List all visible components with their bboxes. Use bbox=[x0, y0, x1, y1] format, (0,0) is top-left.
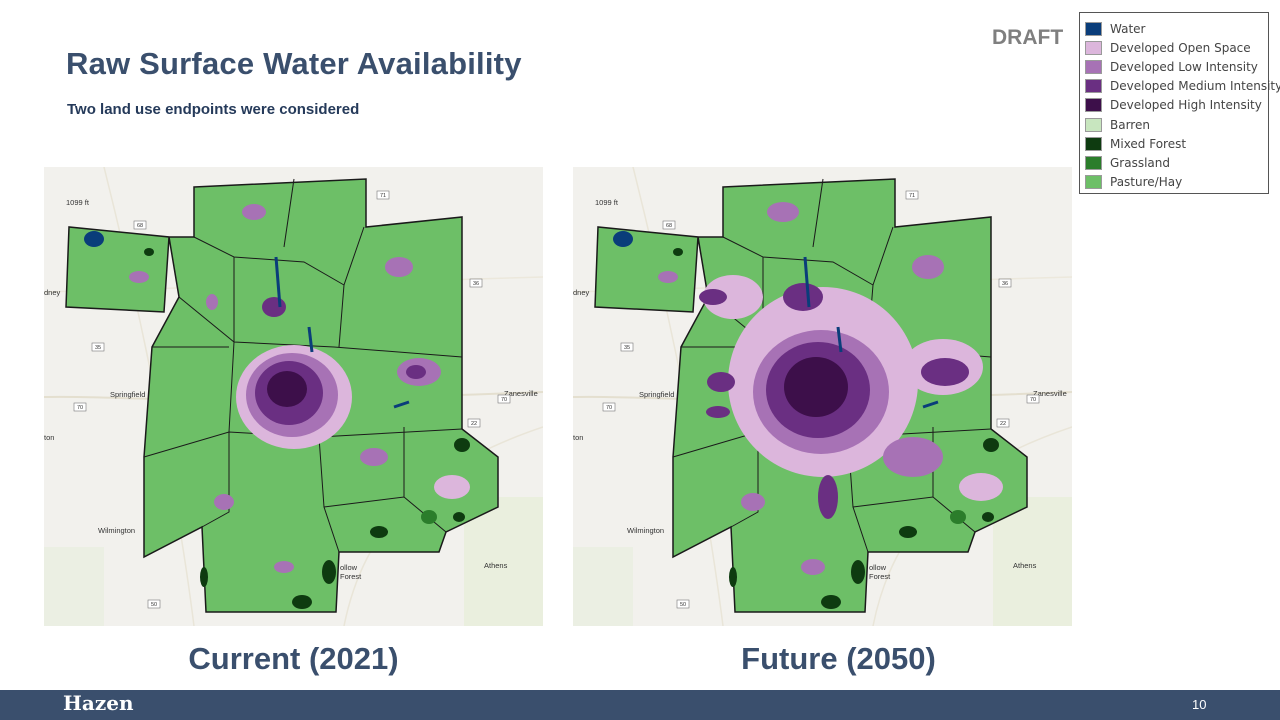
route-shield: 36 bbox=[469, 278, 483, 288]
legend-item: Developed Low Intensity bbox=[1085, 57, 1268, 76]
map-label-elevation: 1099 ft bbox=[595, 198, 619, 207]
svg-text:68: 68 bbox=[137, 223, 143, 229]
svg-text:70: 70 bbox=[77, 405, 83, 411]
svg-text:68: 68 bbox=[666, 223, 672, 229]
map-label-springfield: Springfield bbox=[639, 390, 674, 399]
legend-item: Barren bbox=[1085, 115, 1268, 134]
legend-item: Water bbox=[1085, 19, 1268, 38]
svg-text:71: 71 bbox=[909, 193, 915, 199]
map-label-hollow: ollow bbox=[869, 563, 887, 572]
map-label-dayton: ton bbox=[573, 433, 583, 442]
route-shield: 36 bbox=[998, 278, 1012, 288]
map-label-dayton: ton bbox=[44, 433, 54, 442]
legend-label: Developed High Intensity bbox=[1110, 98, 1262, 113]
svg-text:50: 50 bbox=[151, 602, 157, 608]
legend-item: Pasture/Hay bbox=[1085, 173, 1268, 192]
route-shield: 71 bbox=[376, 190, 390, 200]
future-land-use-map: 1099 ft dney Springfield ton Wilmington … bbox=[573, 167, 1072, 626]
map-label-sidney: dney bbox=[44, 288, 61, 297]
legend-swatch bbox=[1085, 175, 1102, 190]
legend-swatch bbox=[1085, 98, 1102, 113]
map-label-forest: Forest bbox=[340, 572, 362, 581]
legend-item: Developed Open Space bbox=[1085, 38, 1268, 57]
map-label-elevation: 1099 ft bbox=[66, 198, 90, 207]
svg-text:35: 35 bbox=[95, 345, 101, 351]
route-shield: 35 bbox=[620, 342, 634, 352]
map-label-zanesville: Zanesville bbox=[1033, 389, 1067, 398]
footer-bar: Hazen 10 bbox=[0, 690, 1280, 720]
legend-swatch bbox=[1085, 155, 1102, 170]
svg-text:70: 70 bbox=[606, 405, 612, 411]
svg-text:22: 22 bbox=[471, 421, 477, 427]
map-label-hollow: ollow bbox=[340, 563, 358, 572]
svg-text:70: 70 bbox=[1030, 397, 1036, 403]
current-map-caption: Current (2021) bbox=[188, 641, 399, 676]
hazen-logo: Hazen bbox=[63, 691, 134, 715]
legend-item: Developed High Intensity bbox=[1085, 96, 1268, 115]
legend-item: Mixed Forest bbox=[1085, 134, 1268, 153]
map-label-springfield: Springfield bbox=[110, 390, 145, 399]
route-shield: 50 bbox=[147, 599, 161, 609]
map-label-wilmington: Wilmington bbox=[98, 526, 135, 535]
svg-text:50: 50 bbox=[680, 602, 686, 608]
map-label-athens: Athens bbox=[1013, 561, 1037, 570]
legend-label: Pasture/Hay bbox=[1110, 175, 1183, 190]
legend-label: Mixed Forest bbox=[1110, 136, 1187, 151]
svg-text:35: 35 bbox=[624, 345, 630, 351]
map-label-forest: Forest bbox=[869, 572, 891, 581]
route-shield: 50 bbox=[676, 599, 690, 609]
route-shield: 70 bbox=[73, 402, 87, 412]
legend-label: Developed Medium Intensity bbox=[1110, 79, 1280, 94]
route-shield: 22 bbox=[996, 418, 1010, 428]
route-shield: 70 bbox=[1026, 394, 1040, 404]
slide-title: Raw Surface Water Availability bbox=[66, 46, 522, 81]
legend-label: Developed Open Space bbox=[1110, 40, 1251, 55]
route-shield: 71 bbox=[905, 190, 919, 200]
land-use-legend: Water Developed Open Space Developed Low I… bbox=[1079, 12, 1280, 194]
map-label-sidney: dney bbox=[573, 288, 590, 297]
legend-label: Water bbox=[1110, 21, 1146, 36]
svg-text:71: 71 bbox=[380, 193, 386, 199]
route-shield: 70 bbox=[602, 402, 616, 412]
future-map-caption: Future (2050) bbox=[741, 641, 936, 676]
map-label-wilmington: Wilmington bbox=[627, 526, 664, 535]
map-label-athens: Athens bbox=[484, 561, 508, 570]
svg-text:36: 36 bbox=[1002, 281, 1008, 287]
legend-swatch bbox=[1085, 79, 1102, 94]
legend-label: Barren bbox=[1110, 117, 1150, 132]
legend-label: Developed Low Intensity bbox=[1110, 59, 1258, 74]
svg-text:22: 22 bbox=[1000, 421, 1006, 427]
route-shield: 68 bbox=[662, 220, 676, 230]
current-land-use-map: 1099 ft dney Springfield ton Wilmington … bbox=[44, 167, 543, 626]
slide-subtitle: Two land use endpoints were considered bbox=[67, 101, 360, 118]
svg-text:70: 70 bbox=[501, 397, 507, 403]
route-shield: 35 bbox=[91, 342, 105, 352]
route-shield: 22 bbox=[467, 418, 481, 428]
legend-swatch bbox=[1085, 136, 1102, 151]
draft-label: DRAFT bbox=[992, 26, 1064, 49]
route-shield: 68 bbox=[133, 220, 147, 230]
svg-text:36: 36 bbox=[473, 281, 479, 287]
legend-swatch bbox=[1085, 117, 1102, 132]
page-number: 10 bbox=[1192, 697, 1207, 712]
legend-item: Developed Medium Intensity bbox=[1085, 77, 1280, 96]
legend-swatch bbox=[1085, 21, 1102, 36]
map-label-zanesville: Zanesville bbox=[504, 389, 538, 398]
legend-swatch bbox=[1085, 40, 1102, 55]
route-shield: 70 bbox=[497, 394, 511, 404]
legend-label: Grassland bbox=[1110, 155, 1170, 170]
legend-item: Grassland bbox=[1085, 153, 1268, 172]
legend-swatch bbox=[1085, 59, 1102, 74]
